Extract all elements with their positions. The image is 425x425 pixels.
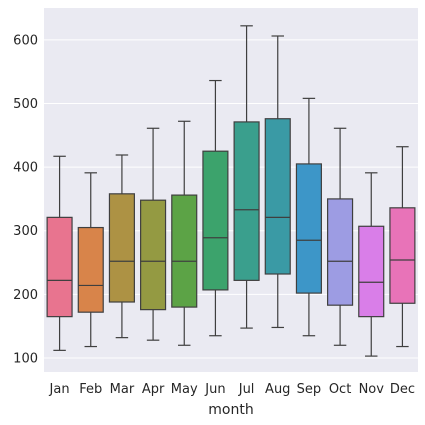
box-apr <box>140 127 167 341</box>
x-tick-label-jan: Jan <box>49 382 70 397</box>
box-sep <box>295 97 322 337</box>
x-tick-label-oct: Oct <box>329 382 351 397</box>
x-tick-label-nov: Nov <box>359 382 385 397</box>
box-feb <box>77 172 104 348</box>
box-iqr <box>171 194 198 308</box>
x-tick-label-dec: Dec <box>390 382 415 397</box>
x-tick-label-jun: Jun <box>204 382 225 397</box>
box-iqr <box>108 193 135 303</box>
box-may <box>171 120 198 346</box>
box-jan <box>46 155 73 351</box>
box-aug <box>264 35 291 329</box>
box-iqr <box>295 163 322 294</box>
y-tick-label-500: 500 <box>13 97 38 112</box>
box-iqr <box>233 121 260 281</box>
grid-lines <box>44 39 418 359</box>
y-tick-label-300: 300 <box>13 224 38 239</box>
boxes <box>46 25 416 357</box>
box-jul <box>233 25 260 329</box>
box-iqr <box>389 207 416 304</box>
box-iqr <box>140 199 167 311</box>
x-tick-label-jul: Jul <box>238 382 255 397</box>
x-tick-label-may: May <box>171 382 198 397</box>
box-iqr <box>358 225 385 318</box>
box-oct <box>327 127 354 346</box>
x-tick-label-aug: Aug <box>265 382 290 397</box>
y-tick-labels: 100 200 300 400 500 600 <box>13 33 38 366</box>
x-tick-labels: Jan Feb Mar Apr May Jun Jul Aug Sep Oct Nov Dec <box>49 382 415 397</box>
y-tick-label-200: 200 <box>13 288 38 303</box>
box-nov <box>358 172 385 357</box>
box-iqr <box>77 226 104 313</box>
x-tick-label-apr: Apr <box>142 382 165 397</box>
y-tick-label-600: 600 <box>13 33 38 48</box>
box-iqr <box>264 118 291 275</box>
box-dec <box>389 146 416 348</box>
box-mar <box>108 154 135 339</box>
x-axis-label: month <box>208 402 253 418</box>
x-tick-label-sep: Sep <box>297 382 322 397</box>
plot-background <box>44 8 418 372</box>
box-iqr <box>327 198 354 306</box>
y-tick-label-100: 100 <box>13 352 38 367</box>
box-iqr <box>202 150 229 291</box>
box-jun <box>202 79 229 337</box>
x-tick-label-mar: Mar <box>110 382 135 397</box>
y-tick-label-400: 400 <box>13 161 38 176</box>
box-iqr <box>46 216 73 318</box>
x-tick-label-feb: Feb <box>79 382 102 397</box>
